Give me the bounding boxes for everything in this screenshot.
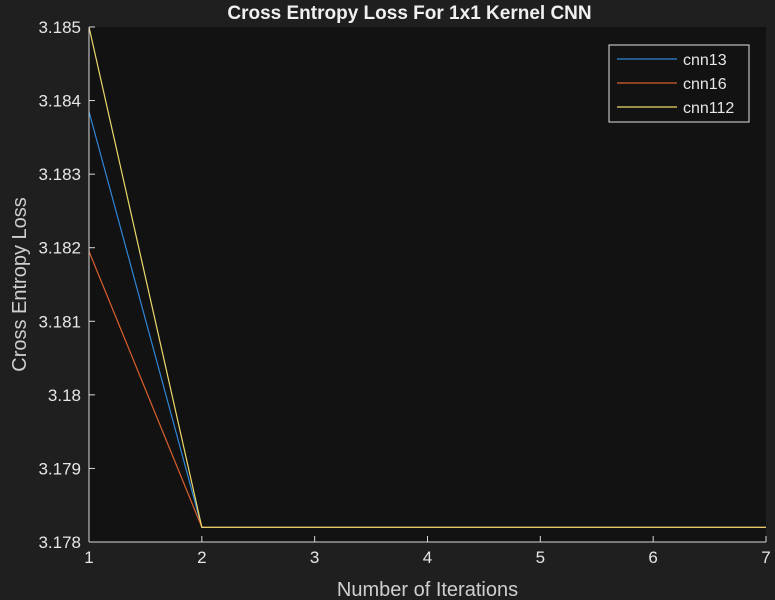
y-tick-label: 3.18 — [48, 386, 81, 405]
x-tick-label: 5 — [536, 548, 545, 567]
y-tick-label: 3.183 — [38, 165, 81, 184]
series-line-cnn112 — [88, 26, 766, 528]
x-tick-label: 2 — [197, 548, 206, 567]
series-layer — [88, 26, 766, 528]
y-tick-label: 3.182 — [38, 239, 81, 258]
y-tick-label: 3.185 — [38, 18, 81, 37]
ticks-layer: 1 2 3 4 5 6 7 3.178 3.179 3.18 3.181 3.182 3.183 3.18… — [38, 18, 770, 567]
chart-title: Cross Entropy Loss For 1x1 Kernel CNN — [227, 3, 591, 24]
legend-label-cnn112: cnn112 — [683, 100, 734, 117]
x-axis-label: Number of Iterations — [337, 579, 518, 600]
y-axis-label: Cross Entropy Loss — [9, 197, 31, 372]
x-tick-label: 6 — [648, 548, 657, 567]
y-tick-label: 3.184 — [38, 92, 81, 111]
y-tick-label: 3.179 — [38, 459, 81, 478]
x-tick-label: 4 — [423, 548, 432, 567]
x-tick-label: 7 — [761, 548, 770, 567]
y-tick-label: 3.178 — [38, 533, 81, 552]
legend-label-cnn13: cnn13 — [683, 52, 727, 69]
legend: cnn13 cnn16 cnn112 — [608, 44, 750, 123]
legend-label-cnn16: cnn16 — [683, 76, 727, 93]
x-tick-label: 1 — [84, 548, 93, 567]
x-tick-label: 3 — [310, 548, 319, 567]
y-tick-label: 3.181 — [38, 312, 81, 331]
